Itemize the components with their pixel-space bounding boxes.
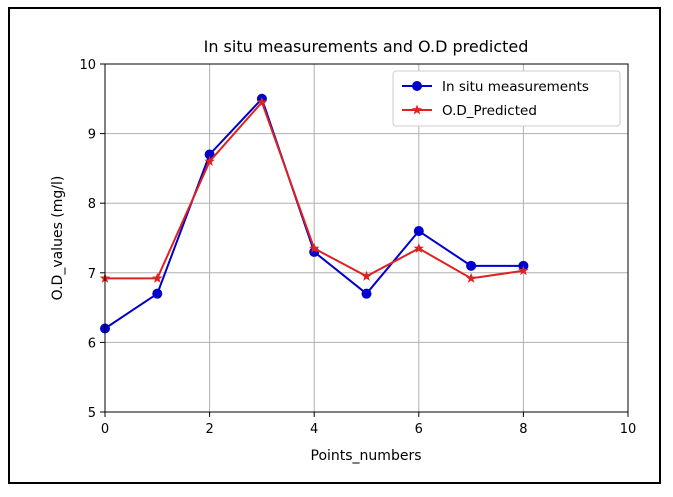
data-point: [204, 149, 215, 160]
data-point: [413, 242, 425, 253]
data-point: [413, 226, 424, 237]
x-axis-label: Points_numbers: [311, 448, 422, 464]
data-point: [361, 288, 372, 299]
y-tick-label: 10: [79, 58, 96, 73]
x-tick-label: 0: [101, 422, 109, 437]
series-1: [100, 93, 529, 334]
x-tick-label: 4: [310, 422, 318, 437]
data-point: [308, 242, 320, 253]
y-tick-label: 9: [88, 128, 96, 143]
y-tick-label: 8: [88, 197, 96, 212]
data-point: [361, 270, 372, 281]
legend-label: In situ measurements: [442, 79, 589, 95]
data-point: [204, 155, 215, 166]
legend-box: [392, 70, 621, 127]
axis-ticks: 0 2 4 6 8 10 5 6 7 8 9 10: [79, 58, 636, 437]
y-axis-label: O.D_values (mg/l): [50, 176, 66, 301]
y-tick-label: 7: [88, 267, 96, 282]
data-point: [518, 265, 529, 276]
data-point: [256, 96, 268, 107]
series-layer: [99, 93, 529, 334]
chart-title: In situ measurements and O.D predicted: [204, 37, 529, 56]
x-tick-label: 10: [620, 422, 637, 437]
legend: In situ measurements O.D_Predicted: [392, 70, 621, 127]
data-point: [465, 272, 477, 283]
data-point: [466, 260, 477, 271]
data-point: [152, 288, 163, 299]
y-tick-label: 5: [88, 406, 96, 421]
x-tick-label: 8: [519, 422, 527, 437]
x-tick-label: 2: [205, 422, 213, 437]
legend-label: O.D_Predicted: [442, 103, 537, 119]
legend-swatch-marker: [412, 81, 422, 91]
y-tick-label: 6: [88, 336, 96, 351]
x-tick-label: 6: [415, 422, 423, 437]
plot-area: [104, 63, 629, 413]
data-point: [152, 272, 163, 283]
legend-swatch-marker: [411, 104, 423, 115]
